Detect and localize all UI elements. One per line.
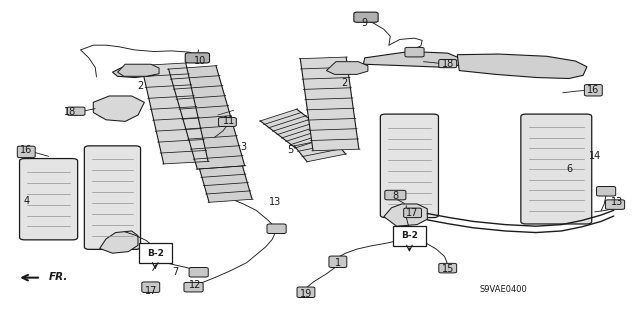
Polygon shape [300,57,359,151]
FancyBboxPatch shape [189,268,208,277]
Text: S9VAE0400: S9VAE0400 [479,285,527,293]
FancyBboxPatch shape [218,118,236,126]
FancyBboxPatch shape [596,187,616,196]
FancyBboxPatch shape [521,114,592,224]
FancyBboxPatch shape [17,146,35,158]
Text: 13: 13 [269,197,282,207]
Text: 17: 17 [145,286,157,296]
Text: 14: 14 [588,151,601,161]
Polygon shape [326,62,368,74]
FancyBboxPatch shape [267,224,286,234]
FancyBboxPatch shape [439,59,457,68]
FancyBboxPatch shape [142,282,160,293]
FancyBboxPatch shape [20,159,77,240]
Text: B-2: B-2 [147,249,164,258]
FancyBboxPatch shape [404,208,422,218]
Text: 2: 2 [341,78,348,88]
Text: 15: 15 [442,264,454,274]
Polygon shape [294,138,346,162]
Polygon shape [168,66,244,169]
Polygon shape [364,51,461,67]
FancyBboxPatch shape [329,256,347,268]
Text: 9: 9 [362,18,368,28]
Text: 5: 5 [287,145,293,155]
Polygon shape [260,109,332,148]
Text: 6: 6 [566,164,572,174]
FancyBboxPatch shape [139,243,172,263]
Polygon shape [458,54,587,78]
Polygon shape [200,166,252,202]
FancyBboxPatch shape [354,12,378,22]
Text: 10: 10 [194,56,206,66]
FancyBboxPatch shape [385,190,406,200]
Text: 19: 19 [300,288,312,299]
FancyBboxPatch shape [605,200,625,209]
Text: 11: 11 [223,116,236,126]
FancyBboxPatch shape [297,287,315,298]
Text: 1: 1 [335,258,341,268]
Text: 18: 18 [63,107,76,117]
FancyBboxPatch shape [84,146,141,249]
Polygon shape [141,63,208,164]
Text: 12: 12 [189,280,202,290]
Text: 2: 2 [137,81,143,92]
Text: 4: 4 [23,196,29,206]
FancyBboxPatch shape [380,114,438,218]
FancyBboxPatch shape [184,282,203,292]
FancyBboxPatch shape [405,48,424,57]
FancyBboxPatch shape [584,85,602,96]
Text: 8: 8 [392,191,399,201]
Polygon shape [113,67,157,78]
Text: 3: 3 [240,142,246,152]
FancyBboxPatch shape [439,263,457,273]
Text: 7: 7 [172,267,178,277]
FancyBboxPatch shape [393,226,426,246]
Polygon shape [384,204,428,226]
Polygon shape [100,231,138,253]
FancyBboxPatch shape [185,53,209,63]
FancyBboxPatch shape [67,107,85,115]
Text: 13: 13 [611,197,623,207]
Text: 17: 17 [406,209,419,219]
Text: 18: 18 [442,59,454,69]
Text: B-2: B-2 [401,231,418,240]
Text: 16: 16 [588,85,600,95]
Polygon shape [93,96,145,122]
Polygon shape [118,64,159,76]
Text: FR.: FR. [49,272,68,282]
Text: 16: 16 [20,145,33,155]
